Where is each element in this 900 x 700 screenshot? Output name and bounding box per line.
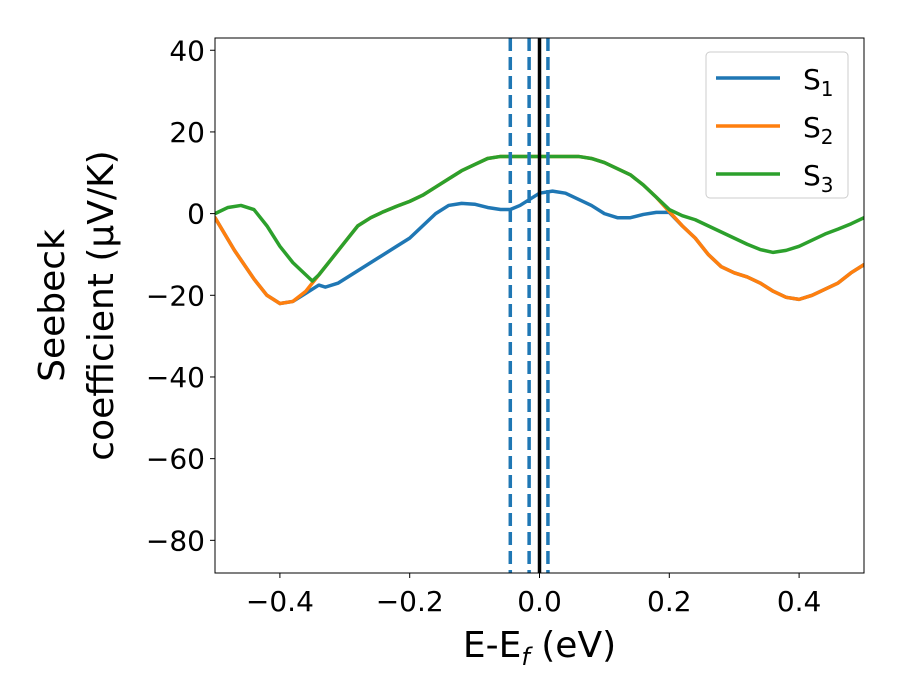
y-tick-label: −40 xyxy=(146,361,205,394)
x-tick-label: 0.2 xyxy=(647,585,692,618)
x-axis-label: E-Ef (eV) xyxy=(463,625,616,671)
legend: S1 S2 S3 xyxy=(705,51,849,199)
legend-items: S1 S2 S3 xyxy=(716,63,834,197)
y-axis-label-line2: coefficient (μV/K) xyxy=(81,150,122,460)
legend-label-s2: S2 xyxy=(803,111,834,149)
x-axis-ticks: −0.4 −0.2 0.0 0.2 0.4 xyxy=(246,573,821,618)
vertical-reference-lines xyxy=(508,38,550,573)
y-tick-label: 20 xyxy=(169,116,205,149)
y-tick-label: −20 xyxy=(146,279,205,312)
x-axis-label-main: E-E xyxy=(463,625,521,666)
y-tick-label: 0 xyxy=(187,198,205,231)
x-tick-label: −0.4 xyxy=(246,585,314,618)
y-tick-label: −80 xyxy=(146,524,205,557)
x-tick-label: −0.2 xyxy=(376,585,444,618)
y-tick-label: 40 xyxy=(169,34,205,67)
series-line-s3 xyxy=(215,154,864,283)
x-tick-label: 0.4 xyxy=(777,585,822,618)
plot-lines xyxy=(215,154,864,306)
y-axis-label-line1: Seebeck xyxy=(32,229,73,382)
legend-label-s1: S1 xyxy=(803,63,834,101)
y-axis-ticks: 40 20 0 −20 −40 −60 −80 xyxy=(146,34,215,557)
y-tick-label: −60 xyxy=(146,443,205,476)
x-axis-label-unit: (eV) xyxy=(530,625,616,666)
legend-label-s3: S3 xyxy=(803,159,834,197)
x-tick-label: 0.0 xyxy=(517,585,562,618)
